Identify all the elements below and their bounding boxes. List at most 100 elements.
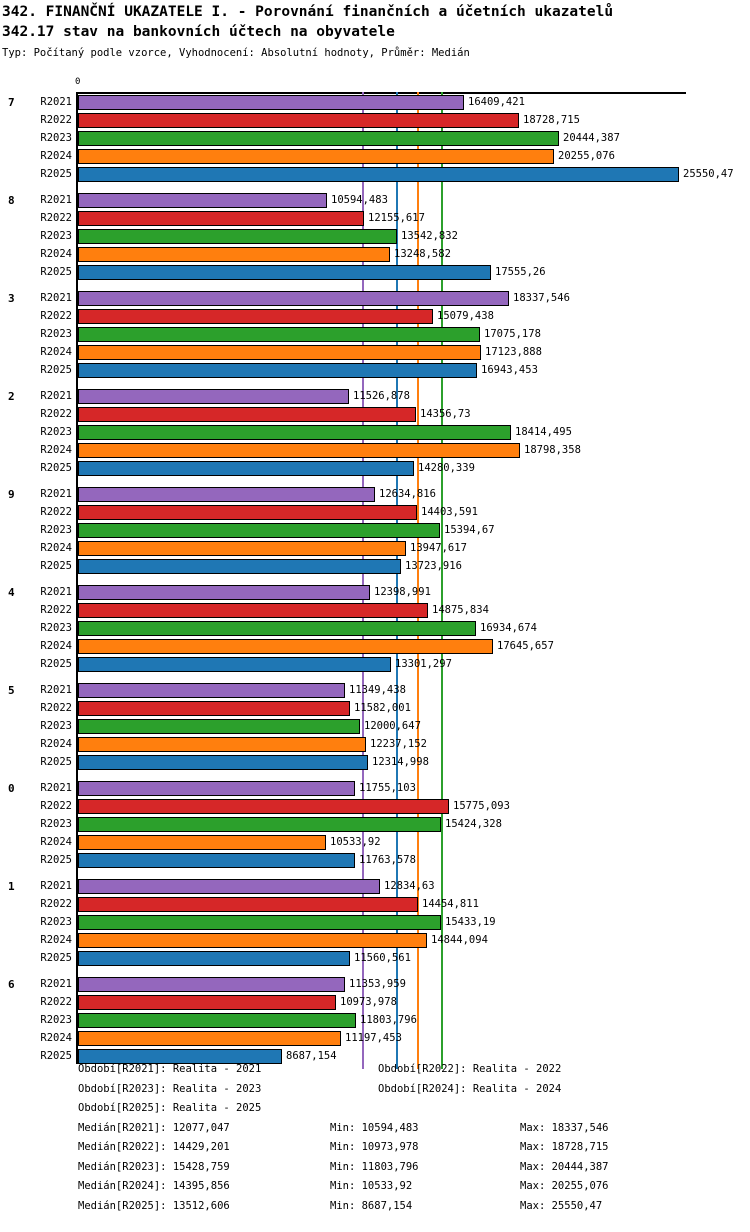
bar-r2024[interactable]: [78, 247, 390, 262]
bar-r2023[interactable]: [78, 131, 559, 146]
bar-r2023[interactable]: [78, 719, 360, 734]
legend-entry: Období[R2021]: Realita - 2021: [78, 1063, 262, 1075]
bar-value-label: 14356,73: [420, 408, 471, 420]
row-label: R2024: [40, 640, 72, 652]
row-label: R2022: [40, 898, 72, 910]
row-label: R2022: [40, 702, 72, 714]
bar-r2023[interactable]: [78, 523, 440, 538]
bar-r2024[interactable]: [78, 737, 366, 752]
row-label: R2021: [40, 194, 72, 206]
bar-r2025[interactable]: [78, 853, 355, 868]
chart-row: R2023 20444,387: [0, 131, 750, 146]
bar-r2022[interactable]: [78, 113, 519, 128]
bar-r2021[interactable]: [78, 683, 345, 698]
bar-r2025[interactable]: [78, 461, 414, 476]
bar-r2023[interactable]: [78, 915, 441, 930]
row-label: R2021: [40, 96, 72, 108]
bar-r2023[interactable]: [78, 229, 397, 244]
bar-r2023[interactable]: [78, 1013, 356, 1028]
bar-r2024[interactable]: [78, 835, 326, 850]
page-title-line-1: 342. FINANČNÍ UKAZATELE I. - Porovnání f…: [2, 4, 614, 20]
row-label: R2021: [40, 782, 72, 794]
bar-r2022[interactable]: [78, 995, 336, 1010]
bar-r2021[interactable]: [78, 389, 349, 404]
row-label: R2022: [40, 604, 72, 616]
bar-r2022[interactable]: [78, 211, 364, 226]
group-label: 9: [8, 488, 15, 501]
bar-r2025[interactable]: [78, 951, 350, 966]
row-label: R2025: [40, 364, 72, 376]
bar-r2021[interactable]: [78, 879, 380, 894]
median-stat: Medián[R2021]: 12077,047: [78, 1121, 230, 1134]
median-reference-line-r2024: [417, 92, 419, 1069]
bar-r2024[interactable]: [78, 541, 406, 556]
bar-value-label: 18414,495: [515, 426, 572, 438]
bar-value-label: 15433,19: [445, 916, 496, 928]
bar-r2022[interactable]: [78, 701, 350, 716]
bar-r2021[interactable]: [78, 585, 370, 600]
bar-r2024[interactable]: [78, 443, 520, 458]
chart-row: R2023 18414,495: [0, 425, 750, 440]
bar-r2025[interactable]: [78, 755, 368, 770]
bar-value-label: 11560,561: [354, 952, 411, 964]
bar-value-label: 12834,63: [384, 880, 435, 892]
bar-value-label: 15394,67: [444, 524, 495, 536]
bar-value-label: 12000,647: [364, 720, 421, 732]
bar-r2021[interactable]: [78, 95, 464, 110]
chart-row: R2021 11349,438: [0, 683, 750, 698]
bar-r2025[interactable]: [78, 265, 491, 280]
bar-value-label: 14844,094: [431, 934, 488, 946]
bar-value-label: 10973,978: [340, 996, 397, 1008]
bar-value-label: 13723,916: [405, 560, 462, 572]
chart-row: R2022 14403,591: [0, 505, 750, 520]
group-label: 0: [8, 782, 15, 795]
row-label: R2025: [40, 560, 72, 572]
bar-r2025[interactable]: [78, 363, 477, 378]
bar-r2024[interactable]: [78, 639, 493, 654]
bar-value-label: 12398,991: [374, 586, 431, 598]
legend-entry: Období[R2025]: Realita - 2025: [78, 1102, 262, 1114]
bar-value-label: 18337,546: [513, 292, 570, 304]
row-label: R2023: [40, 622, 72, 634]
median-stat: Medián[R2025]: 13512,606: [78, 1199, 230, 1212]
bar-value-label: 11197,453: [345, 1032, 402, 1044]
median-stat: Medián[R2024]: 14395,856: [78, 1180, 230, 1192]
bar-r2023[interactable]: [78, 425, 511, 440]
bar-r2022[interactable]: [78, 799, 449, 814]
row-label: R2022: [40, 310, 72, 322]
bar-r2021[interactable]: [78, 487, 375, 502]
row-label: R2025: [40, 756, 72, 768]
bar-r2021[interactable]: [78, 977, 345, 992]
bar-value-label: 17123,888: [485, 346, 542, 358]
bar-value-label: 13301,297: [395, 658, 452, 670]
bar-r2021[interactable]: [78, 193, 327, 208]
bar-r2024[interactable]: [78, 149, 554, 164]
bar-r2024[interactable]: [78, 345, 481, 360]
bar-r2024[interactable]: [78, 933, 427, 948]
bar-r2025[interactable]: [78, 1049, 282, 1064]
bar-r2021[interactable]: [78, 781, 355, 796]
bar-r2025[interactable]: [78, 657, 391, 672]
bar-r2024[interactable]: [78, 1031, 341, 1046]
median-reference-line-r2023: [441, 92, 443, 1069]
bar-r2021[interactable]: [78, 291, 509, 306]
chart-row: R2021 11526,878: [0, 389, 750, 404]
row-label: R2023: [40, 720, 72, 732]
chart-row: R2021 10594,483: [0, 193, 750, 208]
bar-r2023[interactable]: [78, 327, 480, 342]
bar-r2022[interactable]: [78, 505, 417, 520]
chart-row: R2021 18337,546: [0, 291, 750, 306]
bar-r2023[interactable]: [78, 817, 441, 832]
chart-row: R2021 12398,991: [0, 585, 750, 600]
bar-r2022[interactable]: [78, 309, 433, 324]
bar-r2023[interactable]: [78, 621, 476, 636]
min-stat: Min: 11803,796: [330, 1160, 419, 1173]
bar-r2022[interactable]: [78, 603, 428, 618]
bar-r2025[interactable]: [78, 167, 679, 182]
row-label: R2024: [40, 1032, 72, 1044]
chart-row: R2022 14875,834: [0, 603, 750, 618]
bar-value-label: 16934,674: [480, 622, 537, 634]
bar-r2022[interactable]: [78, 407, 416, 422]
bar-r2025[interactable]: [78, 559, 401, 574]
bar-r2022[interactable]: [78, 897, 418, 912]
